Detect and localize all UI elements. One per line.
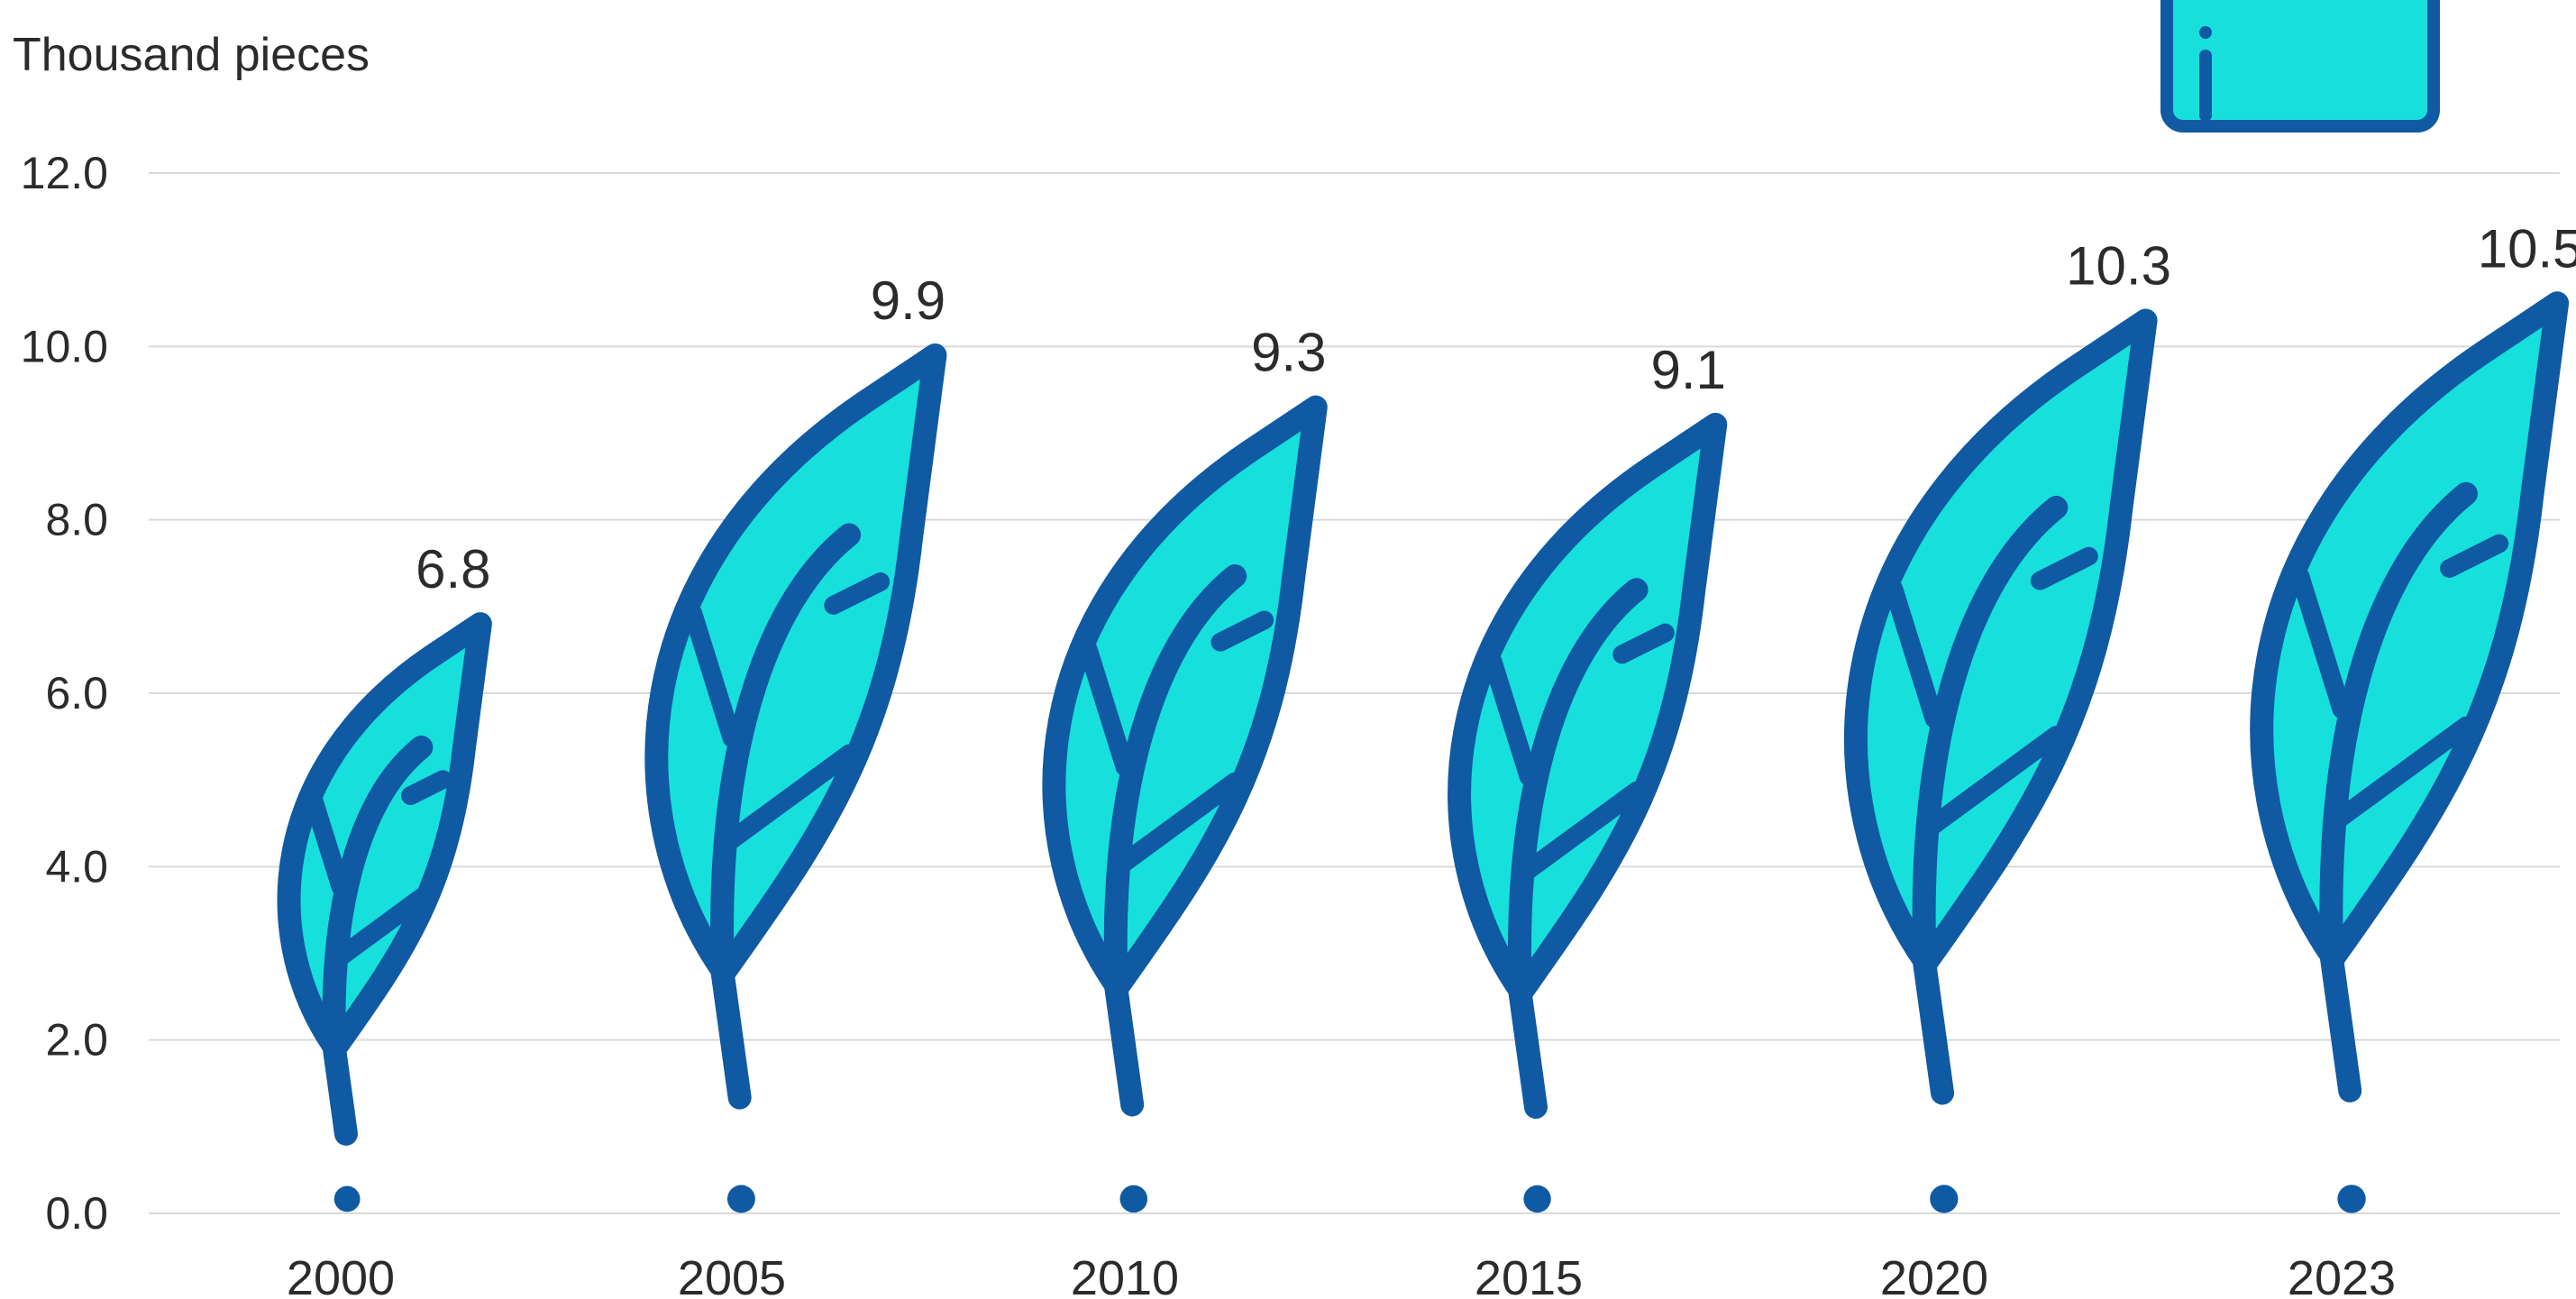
x-tick-label: 2010 [1071, 1251, 1179, 1299]
leaf-vein [331, 888, 431, 966]
data-label: 9.1 [1651, 340, 1726, 400]
x-tick-label: 2020 [1880, 1251, 1988, 1299]
unit-label: Thousand pieces [13, 29, 370, 81]
data-label: 9.3 [1251, 323, 1326, 383]
gridlines [149, 172, 2560, 1214]
y-tick-label: 10.0 [21, 321, 108, 371]
decorative-box-dot [2199, 26, 2212, 39]
leaf-midrib [1103, 563, 1247, 992]
leaf-dot [726, 1185, 755, 1213]
leaf-mark [644, 343, 947, 1213]
leaf-vein [683, 603, 742, 748]
leaf-vein [1483, 652, 1539, 786]
leaf-vein [1884, 579, 1944, 728]
y-tick-label: 6.0 [45, 668, 108, 718]
x-tick-label: 2015 [1475, 1251, 1583, 1299]
leaf-stem [1508, 980, 1548, 1120]
leaf-blade [644, 343, 947, 984]
leaf-vein [1924, 726, 2066, 835]
x-tick-label: 2023 [2288, 1251, 2396, 1299]
x-axis-categories: 2000 2005 2010 2015 2020 2023 [287, 1251, 2396, 1299]
leaf-midrib [2319, 481, 2478, 962]
data-label: 9.9 [871, 270, 945, 331]
leaf-midrib [1912, 495, 2069, 967]
leaf-vein [1210, 610, 1274, 652]
leaf-stem [2319, 946, 2362, 1102]
x-tick-label: 2000 [287, 1251, 395, 1299]
y-tick-label: 2.0 [45, 1015, 108, 1066]
leaf-vein [1612, 623, 1675, 664]
leaf-blade [2250, 291, 2570, 970]
leaf-vein [2030, 546, 2098, 590]
y-tick-label: 4.0 [45, 841, 108, 892]
leaf-vein [824, 572, 891, 615]
leaf-midrib [322, 736, 434, 1055]
leaf-mark [1042, 395, 1328, 1213]
leaf-dot [2337, 1185, 2366, 1213]
leaf-dot [333, 1185, 361, 1212]
data-label: 6.8 [416, 539, 490, 599]
decoration [2160, 0, 2440, 133]
y-tick-label: 8.0 [45, 495, 108, 545]
data-label: 10.3 [2066, 235, 2171, 296]
leaf-stem [322, 1036, 358, 1146]
leaf-mark [277, 612, 492, 1212]
leaf-dot [1523, 1185, 1551, 1213]
leaf-dot [1119, 1185, 1148, 1213]
leaf-mark [1844, 308, 2158, 1213]
data-marks: 6.8 9.9 9.3 9.1 10.3 10.5 [277, 218, 2576, 1213]
x-tick-label: 2005 [678, 1251, 786, 1299]
y-tick-label: 0.0 [45, 1188, 108, 1239]
leaf-vein [2290, 567, 2352, 719]
data-label: 10.5 [2478, 218, 2576, 279]
y-axis-ticks: 0.0 2.0 4.0 6.0 8.0 10.0 12.0 [21, 148, 108, 1239]
leaf-mark [1448, 412, 1728, 1213]
leaf-midrib [710, 523, 862, 977]
leaf-stem [1913, 951, 1955, 1105]
leaf-stem [710, 960, 752, 1110]
leaf-vein [722, 744, 859, 849]
leaf-mark [2250, 291, 2570, 1213]
leaf-vein [2440, 534, 2509, 578]
leaf-vein [1519, 781, 1646, 880]
leaf-vein [1078, 640, 1135, 777]
leaf-stem [1104, 975, 1145, 1117]
leaf-vein [304, 791, 351, 897]
leaf-vein [401, 770, 452, 806]
leaf-dot [1930, 1185, 1959, 1213]
leaf-midrib [1507, 578, 1649, 997]
decorative-box-icon [2160, 0, 2440, 133]
y-tick-label: 12.0 [21, 148, 108, 198]
leaf-vein [1115, 772, 1245, 873]
leaf-vein [2332, 716, 2476, 827]
